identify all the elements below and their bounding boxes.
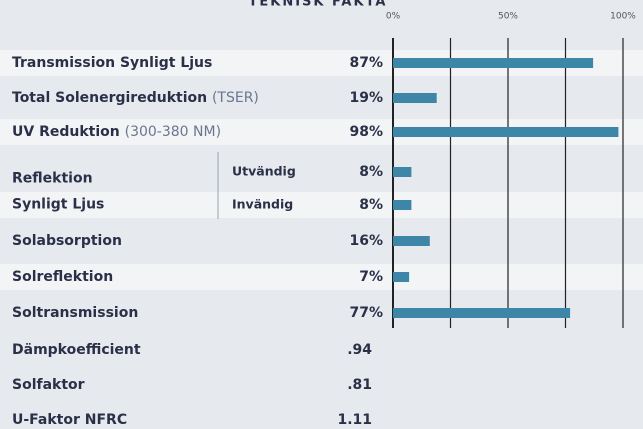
row-label: U-Faktor NFRC <box>12 412 127 428</box>
chart-title: TEKNISK FAKTA <box>249 0 388 10</box>
bar <box>393 272 410 282</box>
label-text: Solreflektion <box>12 269 113 285</box>
bar <box>393 93 437 103</box>
label-text: UV Reduktion <box>12 124 120 140</box>
x-tick-label: 50% <box>498 12 518 22</box>
bar <box>393 308 571 318</box>
value-label: 98% <box>349 124 383 140</box>
row-label: Solreflektion <box>12 269 113 285</box>
value-label: 8% <box>359 164 383 180</box>
group-label: Reflektion <box>12 171 93 187</box>
sub-label: Utvändig <box>232 164 296 179</box>
group-label: Synligt Ljus <box>12 197 104 213</box>
bar <box>393 127 619 137</box>
row-stripe <box>0 192 643 218</box>
label-note: (TSER) <box>212 90 259 106</box>
bar <box>393 58 594 68</box>
label-text: Total Solenergireduktion <box>12 90 207 106</box>
label-note: (300-380 NM) <box>125 124 221 140</box>
bar <box>393 236 430 246</box>
bar <box>393 167 412 177</box>
row-label: Dämpkoefficient <box>12 342 141 358</box>
value-label: .94 <box>347 342 372 358</box>
x-tick-label: 100% <box>610 12 636 22</box>
value-label: 8% <box>359 197 383 213</box>
row-stripe <box>0 264 643 290</box>
row-label: UV Reduktion (300-380 NM) <box>12 124 221 140</box>
label-text: Transmission Synligt Ljus <box>12 55 212 71</box>
label-text: Soltransmission <box>12 305 138 321</box>
row-label: Soltransmission <box>12 305 138 321</box>
value-label: .81 <box>347 377 372 393</box>
value-label: 7% <box>359 269 383 285</box>
value-label: 77% <box>349 305 383 321</box>
value-label: 1.11 <box>337 412 372 428</box>
row-label: Total Solenergireduktion (TSER) <box>12 90 259 106</box>
row-label: Solabsorption <box>12 233 122 249</box>
bar <box>393 200 412 210</box>
x-tick-label: 0% <box>386 12 401 22</box>
label-text: Solabsorption <box>12 233 122 249</box>
row-label: Solfaktor <box>12 377 85 393</box>
value-label: 16% <box>349 233 383 249</box>
sub-label: Invändig <box>232 197 293 212</box>
value-label: 87% <box>349 55 383 71</box>
row-label: Transmission Synligt Ljus <box>12 55 212 71</box>
value-label: 19% <box>349 90 383 106</box>
